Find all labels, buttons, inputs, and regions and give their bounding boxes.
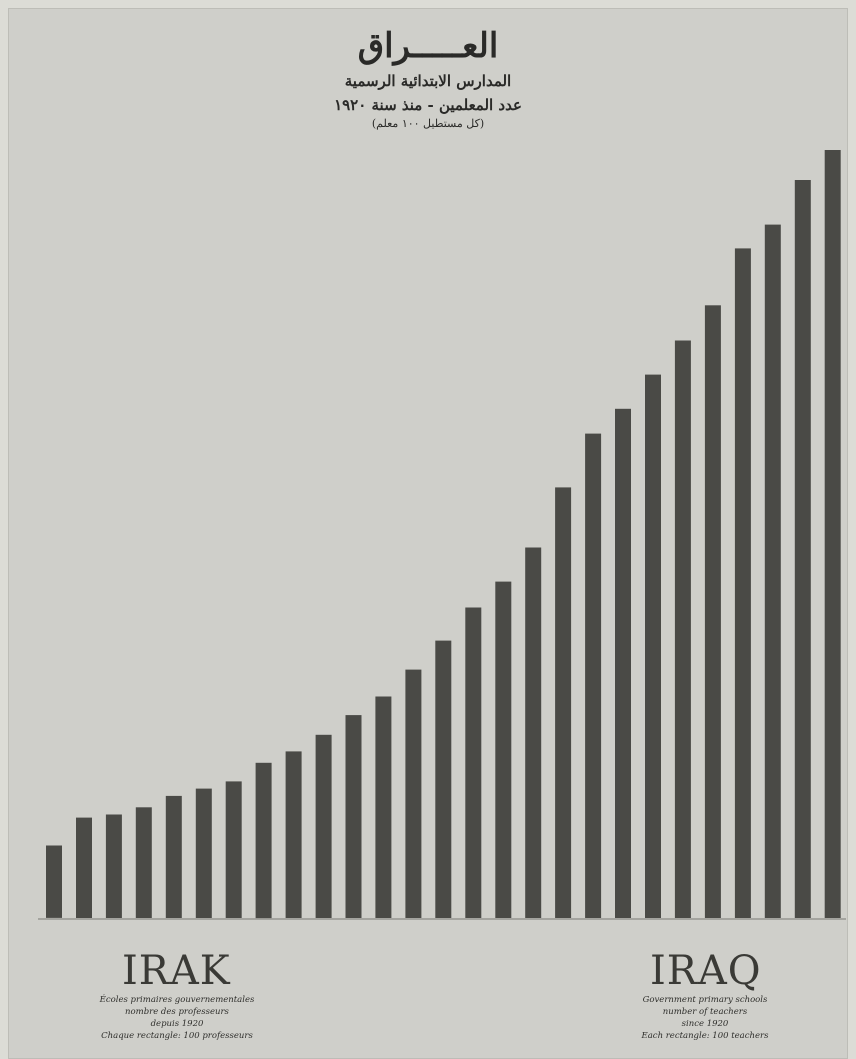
bar <box>704 305 721 918</box>
bar <box>105 814 122 918</box>
left-caption-line: nombre des professeurs <box>125 1007 229 1017</box>
bar <box>165 795 182 918</box>
chart-header: العـــــراق المدارس الابتدائية الرسمية ع… <box>8 24 848 132</box>
right-title: IRAQ <box>650 948 762 994</box>
right-caption-line: number of teachers <box>662 1007 748 1017</box>
bar <box>674 340 691 918</box>
right-caption-line: Each rectangle: 100 teachers <box>641 1031 769 1041</box>
arabic-note: (كل مستطيل ١٠٠ معلم) <box>371 117 485 130</box>
bar <box>76 817 92 918</box>
right-caption-line: since 1920 <box>681 1019 729 1029</box>
arabic-title: العـــــراق <box>357 26 499 66</box>
bar <box>824 150 841 918</box>
right-caption: Government primary schools number of tea… <box>590 994 820 1042</box>
bar <box>225 781 242 918</box>
left-title: IRAK <box>122 948 231 994</box>
bar <box>285 751 302 918</box>
bar <box>615 408 631 918</box>
bar <box>135 807 152 918</box>
bar <box>525 547 542 918</box>
bar <box>405 669 422 918</box>
bar <box>555 487 572 918</box>
arabic-subtitle-2: عدد المعلمين - منذ سنة ١٩٢٠ <box>334 96 522 114</box>
left-caption-line: Chaque rectangle: 100 professeurs <box>101 1031 253 1041</box>
bar <box>495 581 512 918</box>
bar <box>734 248 751 918</box>
bar <box>345 715 362 918</box>
bar <box>465 607 482 918</box>
bar <box>255 762 272 919</box>
left-caption-line: Écoles primaires gouvernementales <box>99 995 255 1005</box>
bar <box>585 433 602 918</box>
left-caption-line: depuis 1920 <box>150 1019 204 1029</box>
bar <box>645 374 661 919</box>
left-caption: Écoles primaires gouvernementales nombre… <box>62 994 292 1042</box>
right-caption-line: Government primary schools <box>642 995 768 1005</box>
bar <box>435 640 452 918</box>
bar <box>46 845 62 918</box>
arabic-subtitle: المدارس الابتدائية الرسمية <box>344 72 512 90</box>
bar <box>375 696 392 918</box>
bar <box>195 788 212 918</box>
bar <box>794 180 811 918</box>
bar <box>315 734 332 918</box>
bar <box>764 224 781 919</box>
